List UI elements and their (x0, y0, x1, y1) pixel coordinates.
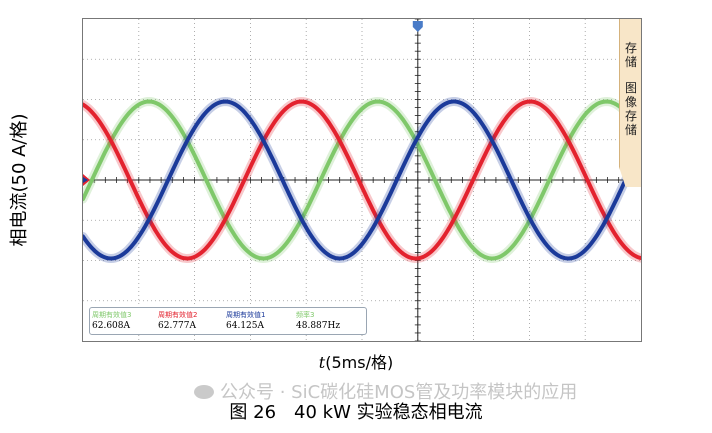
measurement-readout: 周期有效值3 62.608A 周期有效值2 62.777A 周期有效值1 64.… (89, 307, 367, 335)
x-axis-label: t(5ms/格) (318, 353, 394, 372)
measurement-value: 62.608A (92, 321, 130, 331)
image-save-button[interactable]: 图像存储 (624, 81, 637, 137)
series-line-3 (83, 99, 641, 261)
measurement-label: 周期有效值3 (92, 311, 132, 319)
watermark: 公众号 · SiC碳化硅MOS管及功率模块的应用 (194, 378, 577, 404)
trigger-marker-icon (412, 21, 423, 32)
wechat-icon (194, 385, 214, 399)
measurement-value: 48.887Hz (296, 321, 341, 331)
measurement-label: 频率3 (296, 311, 315, 319)
measurement-4: 频率3 48.887Hz (294, 308, 354, 334)
plot-area (83, 19, 641, 341)
save-button[interactable]: 存储 (624, 41, 637, 69)
measurement-label: 周期有效值1 (226, 311, 266, 319)
side-menu-panel: 存储 图像存储 (619, 19, 641, 187)
series-line-1 (83, 99, 641, 261)
figure-caption: 图 26 40 kW 实验稳态相电流 (229, 402, 483, 423)
measurement-value: 62.777A (158, 321, 196, 331)
ground-marker-blue (83, 177, 88, 183)
measurement-3: 周期有效值1 64.125A (224, 308, 284, 334)
series-line-2 (83, 99, 641, 261)
y-axis-label: 相电流(50 A/格) (9, 113, 30, 247)
measurement-2: 周期有效值2 62.777A (156, 308, 216, 334)
measurement-label: 周期有效值2 (158, 311, 198, 319)
measurement-value: 64.125A (226, 321, 264, 331)
measurement-1: 周期有效值3 62.608A (90, 308, 150, 334)
oscilloscope-screen: 存储 图像存储 周期有效值3 62.608A 周期有效值2 62.777A 周期… (82, 18, 642, 342)
